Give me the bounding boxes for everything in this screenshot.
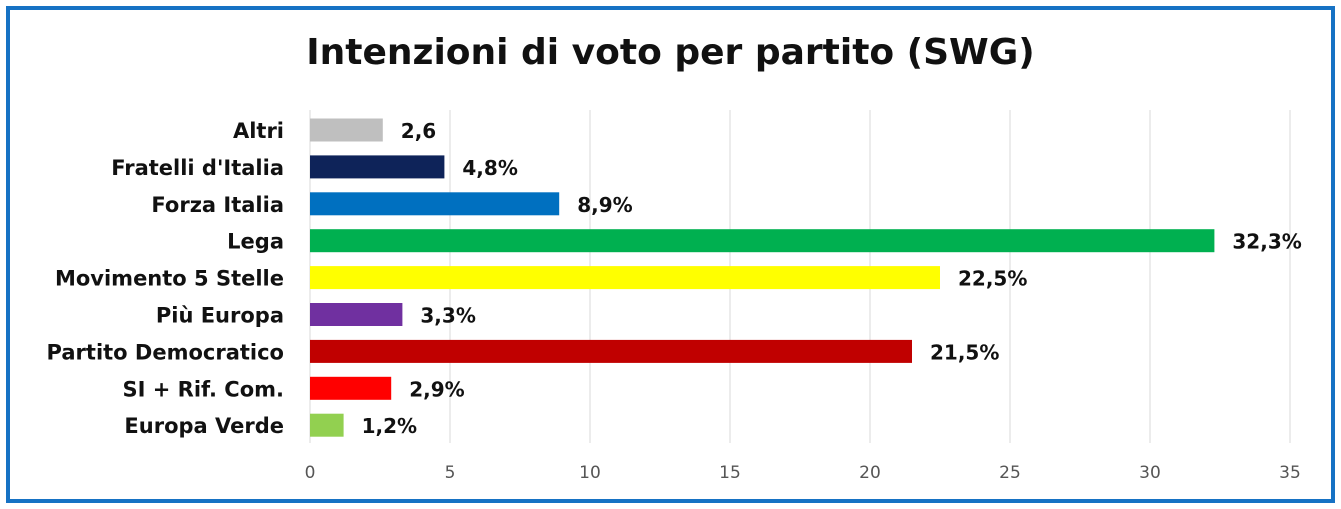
bar <box>310 229 1215 253</box>
data-label: 2,9% <box>409 377 464 401</box>
data-label: 22,5% <box>958 267 1027 291</box>
x-tick-label: 5 <box>445 463 456 483</box>
x-tick-label: 30 <box>1139 463 1161 483</box>
data-label: 32,3% <box>1232 230 1301 254</box>
x-axis-ticks: 0 5 10 15 20 25 30 35 <box>305 463 1301 483</box>
bar <box>310 303 403 326</box>
category-label: Altri <box>233 119 284 143</box>
category-labels: Altri Fratelli d'Italia Forza Italia Lega Mo… <box>47 119 284 438</box>
chart-frame <box>6 6 1335 503</box>
category-label: Forza Italia <box>151 193 284 217</box>
data-label: 3,3% <box>420 304 475 328</box>
bar <box>310 413 344 437</box>
value-labels: 2,6 4,8% 8,9% 32,3% 22,5% 3,3% 21,5% 2,9% 1,2% <box>362 119 1302 438</box>
data-label: 21,5% <box>930 340 999 364</box>
bar <box>310 155 445 179</box>
category-label: Più Europa <box>156 304 284 328</box>
data-label: 2,6 <box>401 119 436 143</box>
bar <box>310 339 912 363</box>
category-label: Movimento 5 Stelle <box>55 267 284 291</box>
x-tick-label: 10 <box>579 463 601 483</box>
bar <box>310 266 940 290</box>
chart-title: Intenzioni di voto per partito (SWG) <box>306 32 1035 73</box>
x-tick-label: 35 <box>1279 463 1301 483</box>
data-label: 4,8% <box>462 156 517 180</box>
bar <box>310 118 383 142</box>
bar <box>310 376 392 400</box>
x-tick-label: 20 <box>859 463 881 483</box>
bars <box>310 118 1215 437</box>
category-label: Europa Verde <box>124 414 284 438</box>
bar <box>310 192 560 216</box>
category-label: Fratelli d'Italia <box>111 156 284 180</box>
data-label: 1,2% <box>362 414 417 438</box>
x-tick-label: 25 <box>999 463 1021 483</box>
category-label: SI + Rif. Com. <box>123 377 285 401</box>
category-label: Lega <box>227 230 284 254</box>
x-tick-label: 15 <box>719 463 741 483</box>
x-tick-label: 0 <box>305 463 316 483</box>
category-label: Partito Democratico <box>47 340 284 364</box>
data-label: 8,9% <box>577 193 632 217</box>
